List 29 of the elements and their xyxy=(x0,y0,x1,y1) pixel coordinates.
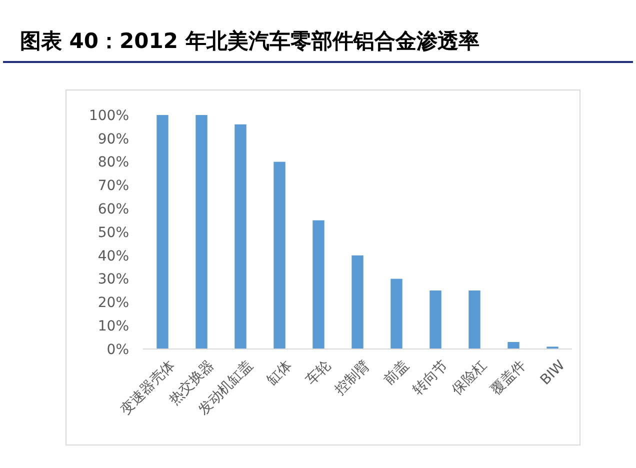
x-tick-label: 覆盖件 xyxy=(488,357,530,398)
y-tick-label: 70% xyxy=(98,178,129,194)
bar xyxy=(390,278,402,349)
chart-title: 图表 40：2012 年北美汽车零部件铝合金渗透率 xyxy=(20,29,480,53)
y-tick-label: 100% xyxy=(88,108,129,124)
y-tick-label: 0% xyxy=(106,342,129,358)
x-tick-label: 车轮 xyxy=(303,357,334,389)
y-tick-label: 10% xyxy=(98,318,129,334)
x-tick-label: 保险杠 xyxy=(449,357,490,398)
bar xyxy=(156,115,168,349)
y-tick-label: 60% xyxy=(98,202,129,218)
x-tick-label: 前盖 xyxy=(381,357,412,389)
bar xyxy=(352,255,364,349)
y-tick-label: 90% xyxy=(98,131,129,148)
y-tick-label: 80% xyxy=(98,154,129,171)
bar xyxy=(274,162,286,349)
y-tick-label: 30% xyxy=(98,272,129,288)
bar xyxy=(196,115,208,349)
x-tick-label: 转向节 xyxy=(410,357,452,398)
x-tick-label: 缸体 xyxy=(264,357,296,389)
bar xyxy=(468,290,480,349)
y-tick-label: 40% xyxy=(98,248,129,264)
bar xyxy=(234,124,246,349)
bar xyxy=(430,290,442,349)
bar xyxy=(508,342,520,349)
y-tick-label: 20% xyxy=(98,295,129,312)
bar xyxy=(312,220,324,349)
x-tick-label: 控制臂 xyxy=(332,357,374,398)
y-tick-label: 50% xyxy=(98,224,129,241)
